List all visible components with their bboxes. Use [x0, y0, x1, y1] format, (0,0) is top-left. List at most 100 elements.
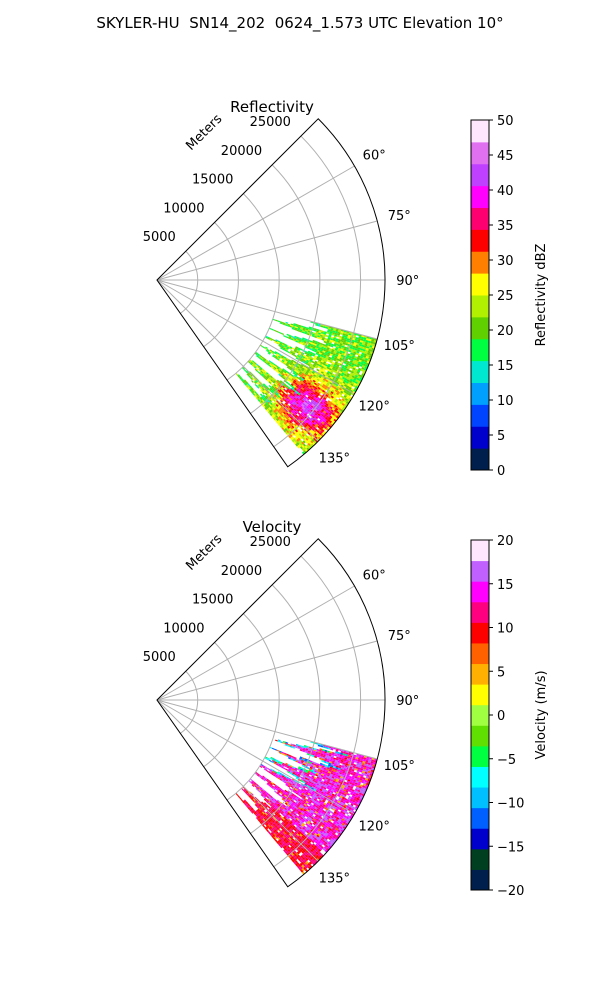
echo-cell	[345, 784, 349, 787]
echo-cell	[255, 783, 259, 787]
echo-cell	[259, 810, 262, 814]
echo-cell	[322, 827, 326, 831]
echo-cell	[307, 750, 311, 753]
echo-cell	[332, 817, 337, 821]
echo-cell	[322, 818, 326, 822]
echo-cell	[289, 413, 292, 417]
echo-cell	[313, 803, 317, 807]
echo-cell	[296, 329, 300, 332]
echo-cell	[308, 839, 312, 843]
echo-cell	[294, 373, 298, 377]
echo-cell	[316, 788, 320, 792]
echo-cell	[281, 810, 285, 814]
echo-cell	[267, 336, 271, 339]
echo-cell	[276, 823, 280, 826]
echo-cell	[361, 772, 365, 776]
echo-cell	[336, 817, 340, 820]
echo-cell	[321, 375, 325, 379]
echo-cell	[328, 814, 332, 818]
echo-cell	[296, 791, 300, 794]
echo-cell	[351, 806, 355, 810]
echo-cell	[267, 813, 271, 817]
echo-cell	[270, 405, 274, 409]
echo-cell	[295, 806, 298, 810]
echo-cell	[318, 799, 323, 803]
echo-cell	[297, 846, 301, 850]
echo-cell	[322, 407, 326, 411]
echo-cell	[323, 786, 327, 790]
echo-cell	[278, 343, 282, 346]
echo-cell	[302, 328, 306, 331]
echo-cell	[344, 365, 348, 369]
echo-cell	[302, 860, 306, 864]
echo-cell	[313, 350, 317, 353]
echo-cell	[346, 793, 350, 796]
echo-cell	[303, 383, 307, 387]
echo-cell	[320, 367, 324, 370]
echo-cell	[320, 754, 323, 757]
echo-cell	[252, 389, 256, 393]
echo-cell	[248, 806, 251, 809]
echo-cell	[298, 771, 302, 774]
echo-cell	[363, 353, 367, 357]
echo-cell	[281, 405, 285, 409]
echo-cell	[289, 404, 293, 408]
echo-cell	[245, 805, 249, 808]
echo-cell	[297, 789, 301, 793]
echo-cell	[335, 339, 339, 343]
echo-cell	[298, 444, 302, 448]
echo-cell	[323, 359, 327, 363]
echo-cell	[302, 806, 306, 809]
echo-cell	[289, 437, 293, 441]
echo-cell	[282, 376, 286, 380]
echo-cell	[276, 787, 280, 790]
echo-cell	[277, 320, 281, 323]
echo-cell	[333, 357, 337, 360]
echo-cell	[297, 784, 301, 788]
echo-cell	[261, 819, 265, 823]
echo-cell	[279, 791, 283, 795]
echo-cell	[309, 838, 313, 842]
echo-cell	[285, 783, 289, 787]
echo-cell	[294, 433, 298, 437]
echo-cell	[341, 772, 345, 776]
echo-cell	[276, 379, 280, 383]
echo-cell	[280, 346, 284, 349]
echo-cell	[312, 352, 316, 356]
echo-cell	[324, 784, 328, 787]
echo-cell	[318, 827, 323, 831]
echo-cell	[316, 776, 320, 780]
echo-cell	[305, 440, 309, 445]
echo-cell	[319, 762, 323, 766]
echo-cell	[332, 803, 336, 807]
echo-cell	[335, 359, 339, 363]
echo-cell	[314, 382, 318, 386]
echo-cell	[258, 384, 262, 387]
echo-cell	[342, 401, 346, 405]
colorbar-tick-label: −20	[497, 884, 524, 899]
echo-cell	[354, 368, 358, 372]
echo-cell	[286, 393, 290, 396]
echo-cell	[311, 762, 315, 765]
echo-cell	[290, 765, 293, 768]
echo-cell	[324, 339, 327, 342]
echo-cell	[288, 855, 292, 859]
echo-cell	[290, 835, 294, 839]
echo-cell	[297, 761, 301, 764]
echo-cell	[319, 350, 323, 354]
echo-cell	[349, 809, 354, 813]
echo-cell	[323, 422, 327, 427]
echo-cell	[350, 808, 355, 811]
echo-cell	[247, 372, 250, 376]
echo-cell	[300, 388, 304, 392]
echo-cell	[322, 777, 326, 780]
echo-cell	[274, 416, 278, 420]
echo-cell	[287, 841, 291, 845]
echo-cell	[260, 358, 263, 361]
echo-cell	[314, 815, 318, 819]
echo-cell	[317, 372, 321, 376]
echo-cell	[304, 362, 308, 365]
colorbar-band	[471, 601, 489, 623]
echo-cell	[283, 831, 286, 835]
echo-cell	[260, 389, 263, 393]
